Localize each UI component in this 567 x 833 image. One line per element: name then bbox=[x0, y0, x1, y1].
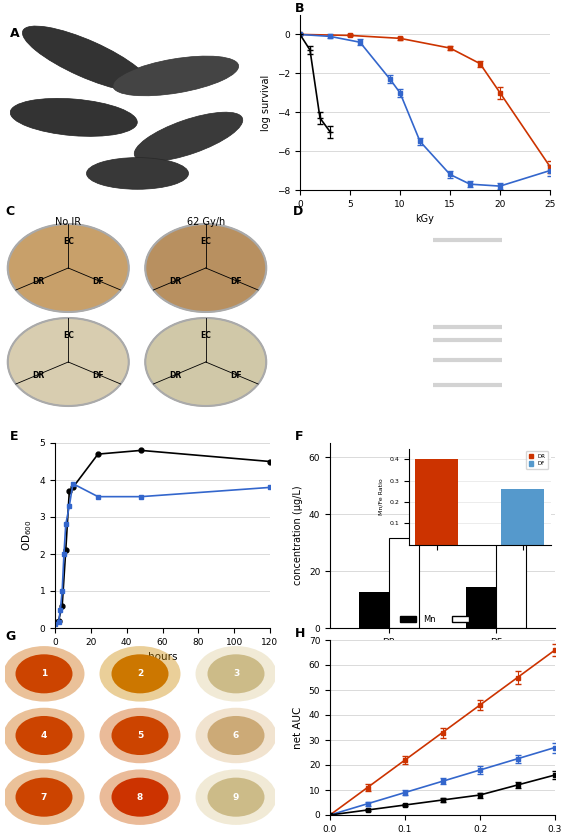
Text: 0.365: 0.365 bbox=[327, 341, 342, 346]
Text: DF: DF bbox=[462, 218, 473, 227]
Ellipse shape bbox=[134, 112, 243, 162]
Ellipse shape bbox=[113, 56, 239, 96]
Circle shape bbox=[3, 708, 84, 763]
Text: M: M bbox=[374, 218, 381, 227]
Circle shape bbox=[145, 318, 266, 406]
Text: 0.45: 0.45 bbox=[331, 328, 342, 333]
Y-axis label: log survival: log survival bbox=[261, 74, 272, 131]
Text: 0.5 µm: 0.5 µm bbox=[195, 201, 220, 207]
Text: 1.6: 1.6 bbox=[334, 248, 342, 253]
Circle shape bbox=[112, 716, 168, 755]
Text: EC: EC bbox=[63, 237, 74, 247]
Circle shape bbox=[8, 318, 129, 406]
Y-axis label: net AUC: net AUC bbox=[293, 706, 303, 749]
Bar bbox=[389, 538, 419, 628]
Circle shape bbox=[112, 654, 168, 693]
Circle shape bbox=[208, 654, 264, 693]
Text: 0.945: 0.945 bbox=[327, 274, 342, 279]
Text: 7: 7 bbox=[41, 793, 47, 801]
Text: 9: 9 bbox=[233, 793, 239, 801]
Y-axis label: OD$_{600}$: OD$_{600}$ bbox=[20, 520, 34, 551]
Circle shape bbox=[3, 646, 84, 701]
Text: G: G bbox=[5, 630, 15, 643]
Text: 0.75: 0.75 bbox=[331, 297, 342, 302]
Text: 1.125: 1.125 bbox=[327, 261, 342, 266]
Bar bbox=[466, 586, 496, 628]
Text: 3: 3 bbox=[233, 670, 239, 678]
Text: DF: DF bbox=[92, 372, 104, 381]
Text: H: H bbox=[295, 627, 306, 640]
Circle shape bbox=[196, 646, 277, 701]
Text: DR: DR bbox=[32, 372, 44, 381]
Text: 2.84: 2.84 bbox=[539, 237, 553, 242]
Text: 0.2: 0.2 bbox=[539, 357, 549, 362]
Circle shape bbox=[99, 708, 180, 763]
Text: DF: DF bbox=[230, 277, 242, 287]
Circle shape bbox=[99, 770, 180, 825]
Ellipse shape bbox=[87, 157, 188, 189]
Text: 0.225: 0.225 bbox=[327, 361, 342, 366]
Text: DF: DF bbox=[92, 277, 104, 287]
Text: 2: 2 bbox=[137, 670, 143, 678]
Text: B: B bbox=[295, 2, 304, 15]
Text: Mbp: Mbp bbox=[539, 220, 554, 227]
Text: 6: 6 bbox=[233, 731, 239, 740]
Text: 1: 1 bbox=[41, 670, 47, 678]
Legend: Mn, Fe: Mn, Fe bbox=[396, 612, 489, 627]
Circle shape bbox=[196, 708, 277, 763]
Circle shape bbox=[208, 716, 264, 755]
Text: Mbp: Mbp bbox=[314, 220, 329, 227]
Text: C: C bbox=[5, 205, 14, 218]
Text: DR: DR bbox=[170, 277, 181, 287]
Circle shape bbox=[15, 778, 73, 816]
Text: 62 Gy/h: 62 Gy/h bbox=[187, 217, 225, 227]
Circle shape bbox=[145, 224, 266, 312]
Text: 8: 8 bbox=[137, 793, 143, 801]
Circle shape bbox=[3, 770, 84, 825]
Circle shape bbox=[8, 224, 129, 312]
Circle shape bbox=[196, 770, 277, 825]
Text: 2.2: 2.2 bbox=[334, 237, 342, 242]
Text: D: D bbox=[293, 205, 303, 218]
Text: EC: EC bbox=[200, 332, 211, 341]
X-axis label: kGy: kGy bbox=[416, 214, 434, 224]
Text: No IR: No IR bbox=[55, 217, 81, 227]
Text: 5: 5 bbox=[137, 731, 143, 740]
Text: EC: EC bbox=[63, 332, 74, 341]
Text: EC: EC bbox=[200, 237, 211, 247]
Text: F: F bbox=[295, 430, 303, 443]
Text: 0.008: 0.008 bbox=[539, 383, 556, 388]
Text: DF: DF bbox=[230, 372, 242, 381]
Circle shape bbox=[112, 778, 168, 816]
Bar bbox=[359, 592, 389, 628]
Text: 0.285: 0.285 bbox=[327, 352, 342, 357]
Circle shape bbox=[208, 778, 264, 816]
Circle shape bbox=[15, 654, 73, 693]
Text: 4: 4 bbox=[41, 731, 47, 740]
Ellipse shape bbox=[10, 98, 137, 137]
Circle shape bbox=[99, 646, 180, 701]
Text: 0.49: 0.49 bbox=[539, 325, 553, 330]
Text: DR: DR bbox=[170, 372, 181, 381]
Text: DR: DR bbox=[32, 277, 44, 287]
Ellipse shape bbox=[23, 26, 151, 92]
Text: E: E bbox=[10, 430, 19, 443]
Text: 0.825: 0.825 bbox=[327, 285, 342, 290]
Circle shape bbox=[15, 716, 73, 755]
Y-axis label: concentration (µg/L): concentration (µg/L) bbox=[293, 486, 303, 586]
Bar bbox=[496, 476, 526, 628]
Text: 0.30: 0.30 bbox=[539, 337, 553, 342]
X-axis label: hours: hours bbox=[148, 652, 177, 662]
Text: A: A bbox=[10, 27, 20, 40]
